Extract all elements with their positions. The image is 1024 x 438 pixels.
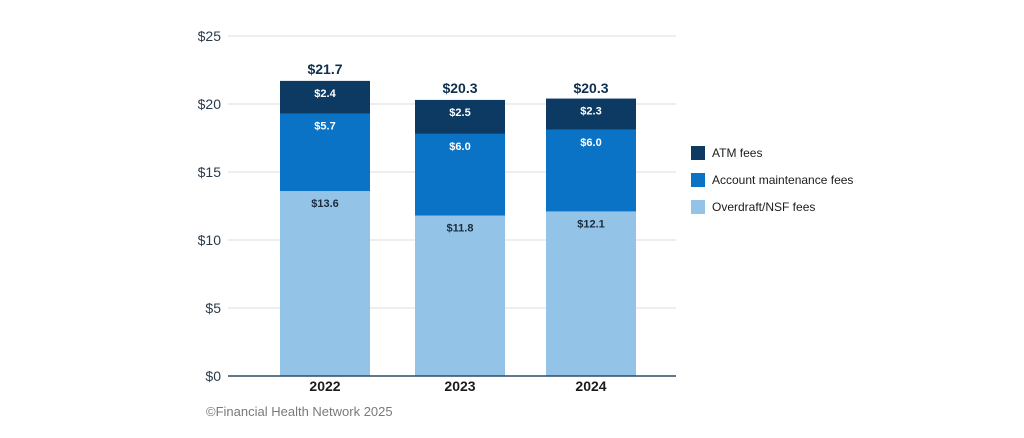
y-tick-label: $5	[205, 300, 221, 316]
y-axis-ticks: $0 $5 $10 $15 $20 $25	[198, 28, 222, 384]
bar-group-2023: $11.8 $6.0 $2.5 $20.3	[415, 80, 505, 376]
legend-swatch	[691, 173, 705, 187]
x-tick-label: 2024	[575, 378, 606, 394]
segment-value-label: $13.6	[311, 198, 339, 210]
bar-segment	[415, 99, 505, 134]
y-tick-label: $10	[198, 232, 222, 248]
stacked-bar-chart: $0 $5 $10 $15 $20 $25 $13.6 $5.7 $2.4 $21.7 $11.8…	[198, 28, 854, 394]
bar-segment	[280, 113, 370, 192]
bar-group-2024: $12.1 $6.0 $2.3 $20.3	[546, 80, 636, 376]
y-tick-label: $0	[205, 368, 221, 384]
legend-swatch	[691, 200, 705, 214]
segment-value-label: $2.3	[580, 106, 601, 118]
copyright-footer: ©Financial Health Network 2025	[206, 404, 393, 419]
bar-segment	[546, 129, 636, 212]
segment-value-label: $5.7	[314, 121, 335, 133]
legend-label: ATM fees	[712, 146, 762, 160]
segment-value-label: $12.1	[577, 218, 605, 230]
bars: $13.6$5.7$2.4$21.7$11.8$6.0$2.5$20.3$12.…	[280, 61, 636, 376]
bar-segment	[415, 215, 505, 376]
bar-segment	[280, 80, 370, 114]
segment-value-label: $2.4	[314, 88, 336, 100]
x-tick-label: 2022	[309, 378, 340, 394]
legend-item: ATM fees	[691, 146, 762, 160]
segment-value-label: $11.8	[447, 223, 474, 235]
bar-segment	[546, 98, 636, 130]
legend-label: Account maintenance fees	[712, 173, 853, 187]
bar-total-label: $21.7	[307, 61, 342, 77]
bar-segment	[415, 133, 505, 216]
x-axis-labels: 2022 2023 2024	[309, 378, 606, 394]
bar-total-label: $20.3	[442, 80, 477, 96]
bar-total-label: $20.3	[573, 80, 608, 96]
legend-label: Overdraft/NSF fees	[712, 200, 815, 214]
segment-value-label: $6.0	[580, 137, 601, 149]
x-tick-label: 2023	[444, 378, 475, 394]
bar-segment	[280, 191, 370, 376]
legend-item: Overdraft/NSF fees	[691, 200, 815, 214]
y-tick-label: $20	[198, 96, 222, 112]
bar-group-2022: $13.6 $5.7 $2.4 $21.7	[280, 61, 370, 376]
y-tick-label: $15	[198, 164, 222, 180]
y-tick-label: $25	[198, 28, 222, 44]
legend-swatch	[691, 146, 705, 160]
segment-value-label: $2.5	[449, 107, 470, 119]
bar-segment	[546, 211, 636, 376]
legend: ATM fees Account maintenance fees Overdraf…	[691, 146, 853, 214]
segment-value-label: $6.0	[449, 141, 470, 153]
legend-item: Account maintenance fees	[691, 173, 853, 187]
